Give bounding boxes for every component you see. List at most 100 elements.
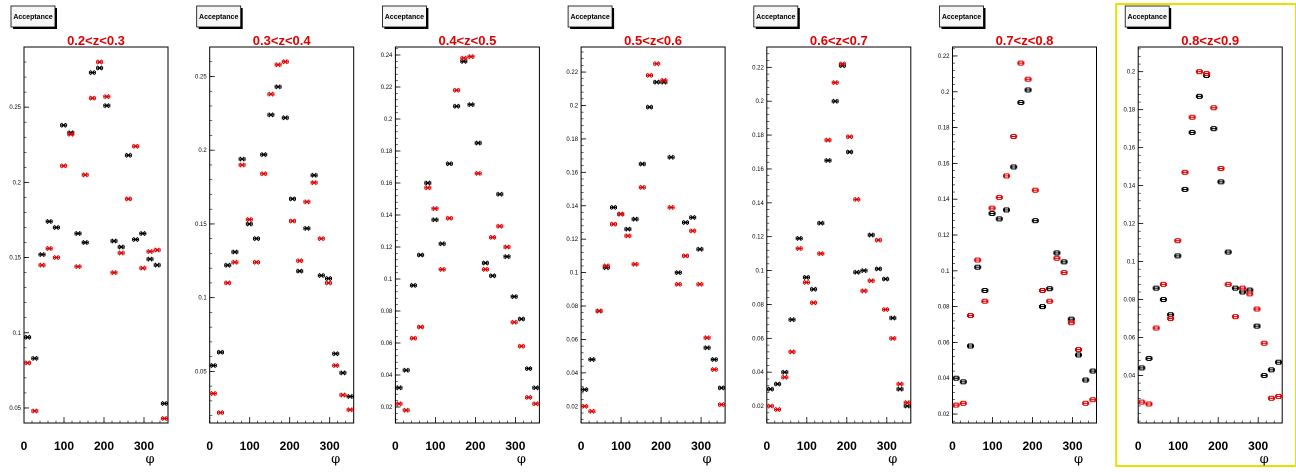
data-point (297, 258, 303, 264)
data-point (1261, 340, 1267, 346)
data-point (1211, 105, 1217, 111)
data-point (882, 276, 889, 282)
data-point (325, 275, 332, 282)
data-point (396, 385, 402, 391)
panel-title: 0.2<z<0.3 (67, 33, 125, 48)
y-tick-label: 0.12 (752, 235, 764, 241)
data-point (417, 252, 424, 258)
chart-panel-3: Acceptance 0.4<z<0.5 0.02 0.04 0.06 0.08 0.1 0.… (381, 5, 540, 467)
data-point (610, 204, 617, 211)
x-tick-label: 200 (280, 439, 300, 453)
data-point (125, 152, 132, 158)
x-axis-label: φ (888, 452, 897, 467)
data-point (68, 131, 74, 137)
stat-box (753, 5, 799, 28)
data-point (161, 400, 168, 407)
data-point (396, 401, 402, 407)
data-point (410, 335, 417, 341)
stat-box-label: Acceptance (199, 14, 238, 21)
x-tick-label: 300 (134, 439, 154, 453)
data-point (646, 104, 653, 110)
data-point (1160, 297, 1166, 303)
stat-box-label: Acceptance (570, 14, 609, 21)
chart-panel-4: Acceptance 0.5<z<0.6 0.02 0.04 0.06 0.08 0.1 0.… (566, 5, 726, 467)
data-point (46, 245, 52, 252)
y-tick-label: 0.12 (566, 237, 578, 243)
x-tick-label: 200 (837, 439, 857, 453)
x-tick-label: 300 (691, 439, 711, 453)
data-point (610, 221, 617, 227)
data-point (810, 286, 817, 292)
data-point (1160, 281, 1166, 287)
data-point (1189, 114, 1195, 120)
data-point (497, 191, 503, 197)
data-point (432, 217, 438, 223)
series-2 (766, 61, 911, 413)
data-point (525, 394, 532, 401)
data-point (718, 385, 725, 391)
stat-box-label: Acceptance (385, 14, 424, 21)
data-point (818, 251, 824, 257)
data-point (882, 306, 889, 313)
data-point (24, 360, 31, 366)
data-point (897, 381, 903, 387)
data-point (1247, 291, 1253, 297)
data-point (782, 374, 788, 380)
y-tick-label: 0.02 (752, 404, 764, 410)
data-point (1276, 359, 1282, 365)
series-1 (1138, 72, 1283, 379)
data-point (675, 269, 681, 276)
stat-box-label: Acceptance (13, 14, 52, 21)
plot-frame (23, 46, 169, 424)
data-point (1025, 76, 1031, 82)
y-tick-label: 0.06 (938, 340, 950, 346)
data-point (325, 280, 332, 286)
data-point (504, 244, 510, 250)
data-point (639, 184, 645, 190)
y-tick-label: 0.08 (752, 302, 764, 308)
data-point (468, 53, 474, 60)
data-point (875, 266, 882, 272)
data-point (89, 69, 96, 76)
y-tick-label: 0.18 (381, 149, 393, 155)
data-point (347, 393, 353, 400)
x-axis-label: φ (145, 452, 154, 467)
data-point (1025, 87, 1031, 93)
data-point (304, 199, 310, 205)
plot-frame (1137, 46, 1283, 424)
data-point (839, 61, 846, 67)
data-point (504, 253, 510, 260)
chart-panel-2: Acceptance 0.3<z<0.4 0.05 0.1 0.15 0.2 0.25 0 10… (195, 5, 355, 467)
data-point (589, 356, 595, 363)
chart-panel-7: Acceptance 0.8<z<0.9 0.04 0.06 0.08 0.1 0.12 0.… (1115, 3, 1296, 467)
data-point (690, 214, 696, 221)
data-point (75, 263, 81, 270)
stat-box (567, 5, 613, 28)
y-tick-label: 0.08 (566, 304, 578, 310)
series-1 (581, 79, 725, 393)
data-point (268, 91, 274, 97)
data-point (596, 308, 602, 314)
data-point (1090, 368, 1096, 374)
data-point (854, 269, 860, 275)
data-point (625, 226, 631, 232)
data-point (482, 260, 489, 266)
data-point (846, 134, 853, 140)
data-point (1261, 373, 1267, 379)
data-point (132, 143, 139, 149)
data-point (210, 390, 216, 397)
data-point (275, 84, 281, 90)
data-point (246, 216, 252, 223)
data-point (410, 282, 417, 289)
y-tick-label: 0.08 (381, 309, 393, 315)
y-tick-label: 0.15 (9, 256, 21, 262)
data-point (953, 402, 959, 408)
x-tick-label: 200 (651, 439, 671, 453)
data-point (1153, 325, 1159, 331)
data-point (625, 233, 631, 239)
x-tick-label: 200 (465, 439, 485, 453)
y-tick-label: 0.1 (1127, 260, 1136, 266)
data-point (1225, 281, 1231, 287)
data-point (246, 221, 252, 227)
